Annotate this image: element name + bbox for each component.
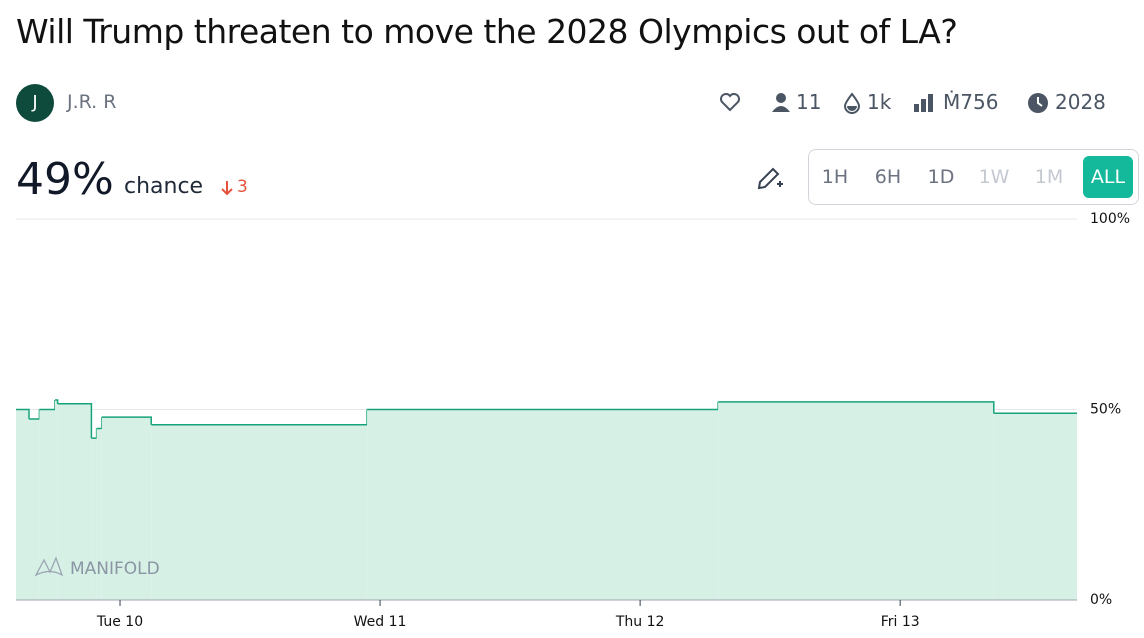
x-tick-label: Tue 10 bbox=[96, 614, 143, 630]
range-button: 1W bbox=[978, 166, 1010, 188]
range-button[interactable]: 1H bbox=[821, 166, 849, 188]
range-button: 1M bbox=[1034, 166, 1064, 188]
step-line bbox=[718, 401, 995, 414]
x-tick-label: Fri 13 bbox=[881, 614, 920, 630]
range-button[interactable]: 6H bbox=[874, 166, 902, 188]
area bbox=[55, 399, 58, 600]
area bbox=[91, 438, 97, 600]
close-date: 2028 bbox=[1055, 90, 1106, 114]
liquidity-icon bbox=[843, 92, 861, 114]
range-button[interactable]: ALL bbox=[1083, 156, 1133, 198]
market-title: Will Trump threaten to move the 2028 Oly… bbox=[16, 12, 958, 51]
down-arrow bbox=[221, 181, 233, 196]
y-tick-label: 0% bbox=[1090, 592, 1112, 608]
traders-count: 11 bbox=[796, 90, 822, 114]
liquidity: 1k bbox=[867, 90, 892, 114]
x-tick-label: Wed 11 bbox=[354, 614, 407, 630]
author[interactable]: J.R. R bbox=[67, 91, 117, 113]
area bbox=[151, 424, 368, 600]
area bbox=[29, 419, 40, 600]
step-line bbox=[151, 409, 368, 426]
like-icon[interactable] bbox=[718, 91, 742, 113]
volume: Ṁ756 bbox=[943, 90, 999, 114]
probability: 49% bbox=[16, 154, 114, 205]
step-line bbox=[91, 428, 98, 439]
close-icon bbox=[1028, 93, 1048, 113]
chart: 0% 50% 100% Tue 10 Wed 11 Thu 12 Fri 13 MANIFOL… bbox=[16, 211, 1130, 630]
volume-icon bbox=[914, 94, 933, 112]
x-tick-label: Thu 12 bbox=[615, 614, 665, 630]
step-line bbox=[96, 417, 103, 430]
step-line bbox=[29, 409, 41, 420]
step-line bbox=[16, 408, 30, 420]
area bbox=[367, 409, 719, 600]
chance-label: chance bbox=[124, 174, 204, 199]
area bbox=[39, 409, 56, 600]
range-selector: 1H 6H 1D 1W 1M ALL bbox=[808, 149, 1139, 205]
area bbox=[718, 401, 994, 600]
step-line bbox=[101, 416, 152, 425]
range-button[interactable]: 1D bbox=[927, 166, 955, 188]
step-line bbox=[55, 399, 59, 404]
probability-change: 3 bbox=[237, 177, 248, 197]
manifold-logo bbox=[34, 556, 64, 577]
y-tick-label: 100% bbox=[1090, 211, 1130, 227]
edit-icon[interactable] bbox=[755, 164, 785, 194]
step-line bbox=[39, 399, 56, 411]
traders-icon bbox=[772, 93, 790, 112]
y-tick-label: 50% bbox=[1090, 402, 1121, 418]
area bbox=[96, 428, 102, 600]
step-line bbox=[367, 401, 719, 411]
area bbox=[993, 413, 1077, 600]
watermark: MANIFOLD bbox=[70, 559, 160, 579]
step-line bbox=[57, 403, 93, 439]
area bbox=[16, 409, 30, 600]
area bbox=[57, 403, 92, 600]
avatar[interactable]: J bbox=[16, 84, 54, 122]
area bbox=[101, 417, 152, 600]
